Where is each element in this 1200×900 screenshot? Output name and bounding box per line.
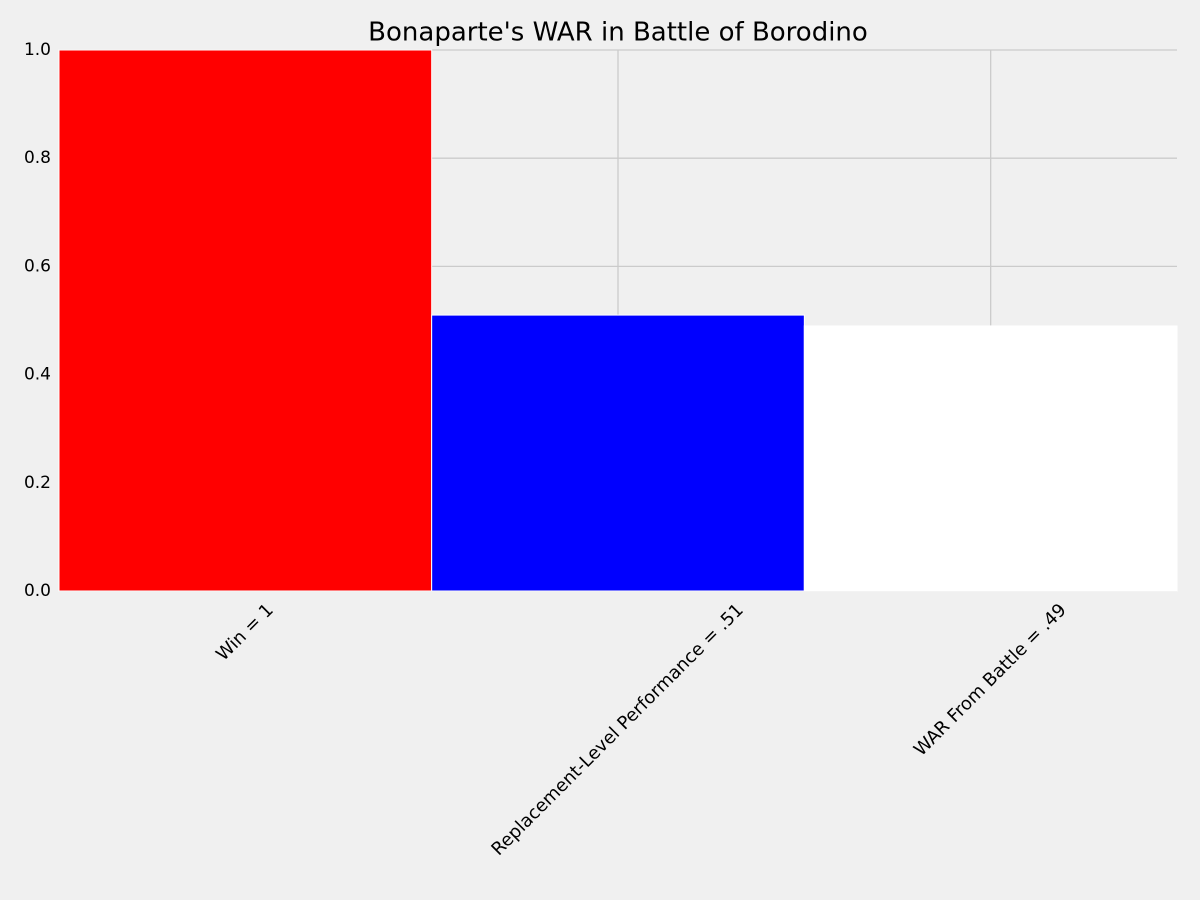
bar: [803, 325, 1178, 592]
y-tick-label: 0.2: [24, 473, 51, 493]
y-tick-label: 0.0: [24, 581, 51, 601]
y-tick-label: 1.0: [24, 40, 51, 60]
bar: [58, 49, 433, 592]
y-tick-label: 0.6: [24, 256, 51, 276]
y-tick-label: 0.8: [24, 148, 51, 168]
chart-title: Bonaparte's WAR in Battle of Borodino: [368, 18, 868, 48]
y-tick-label: 0.4: [24, 365, 51, 385]
bar: [431, 314, 805, 592]
